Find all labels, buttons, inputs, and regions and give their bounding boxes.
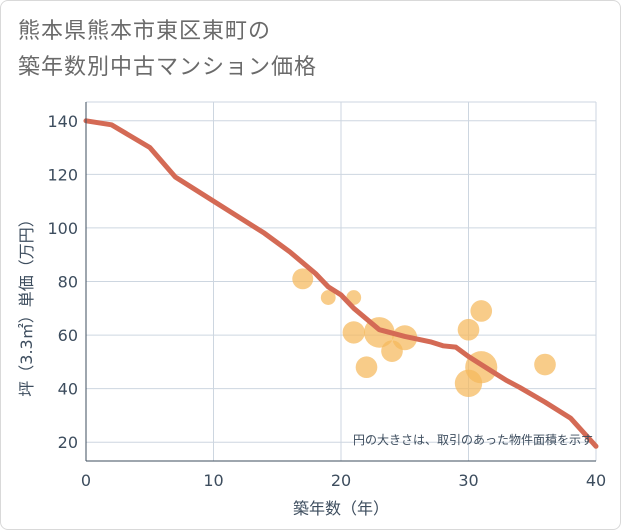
- x-tick-label: 40: [586, 471, 606, 490]
- data-point: [292, 268, 314, 290]
- y-tick-label: 100: [47, 219, 78, 238]
- data-point: [457, 318, 480, 341]
- x-axis-title: 築年数（年）: [293, 499, 389, 518]
- x-tick-labels: 0 10 20 30 40: [81, 471, 606, 490]
- x-tick-label: 20: [331, 471, 351, 490]
- y-tick-labels: 20 40 60 80 100 120 140: [47, 112, 78, 452]
- chart-title: 熊本県熊本市東区東町の 築年数別中古マンション価格: [18, 14, 317, 86]
- x-tick-label: 30: [458, 471, 478, 490]
- trend-line: [83, 118, 599, 449]
- axes: [85, 102, 596, 462]
- y-tick-label: 120: [47, 165, 78, 184]
- y-tick-label: 60: [58, 326, 78, 345]
- data-point: [355, 356, 378, 379]
- title-line-2: 築年数別中古マンション価格: [18, 55, 318, 80]
- y-tick-label: 40: [58, 380, 78, 399]
- data-point: [342, 321, 365, 344]
- size-legend-note: 円の大きさは、取引のあった物件面積を示す: [353, 432, 593, 447]
- y-tick-label: 140: [47, 112, 78, 131]
- y-tick-label: 80: [58, 273, 78, 292]
- grid-lines: [86, 101, 597, 461]
- trend-line-group: [83, 118, 599, 449]
- data-point: [534, 353, 556, 376]
- title-line-1: 熊本県熊本市東区東町の: [18, 19, 272, 44]
- y-tick-label: 20: [58, 433, 78, 452]
- x-tick-label: 0: [81, 471, 91, 490]
- data-point: [470, 300, 493, 322]
- x-tick-label: 10: [203, 471, 223, 490]
- y-axis-title: 坪（3.3㎡）単価（万円）: [17, 211, 36, 396]
- data-point: [320, 290, 336, 305]
